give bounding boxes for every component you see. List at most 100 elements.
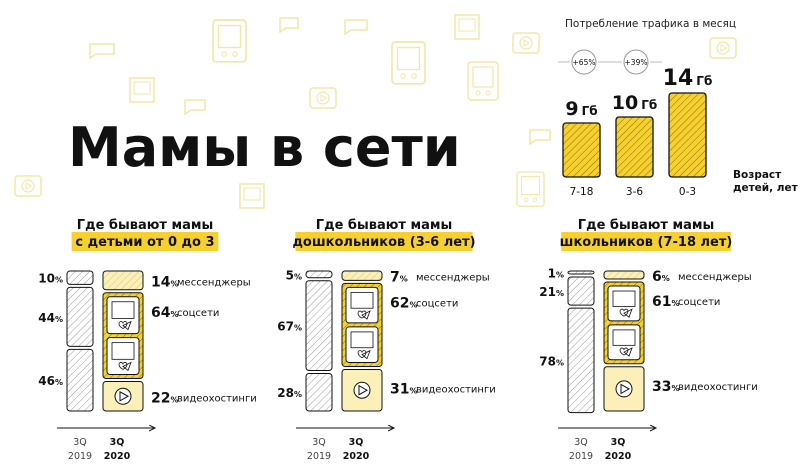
value-label-2019: 44%	[38, 311, 63, 325]
send-icon	[623, 308, 633, 318]
message-decoration-icon	[89, 43, 115, 60]
usage-panel: Где бывают мамы школьников (7-18 лет) 1% 21…	[539, 218, 757, 462]
photo-icon	[612, 290, 636, 307]
category-label: видеохостинги	[416, 384, 496, 395]
traffic-category-label: 3-6	[626, 186, 643, 198]
panel-title-line: дошкольников (3-6 лет)	[292, 235, 475, 250]
category-label: видеохостинги	[177, 393, 257, 404]
play-icon	[358, 384, 369, 396]
value-label-2020: 31%	[390, 381, 418, 397]
growth-badge	[571, 49, 597, 75]
phone-decoration-icon	[516, 171, 545, 207]
traffic-axis-label: Возраст детей, лет	[733, 169, 799, 194]
x-axis-label-2020: 2020	[343, 451, 370, 462]
category-label: мессенджеры	[678, 272, 752, 283]
play-icon	[119, 390, 130, 402]
x-axis-label-2019: 2019	[569, 451, 593, 462]
play-icon	[353, 381, 371, 399]
x-axis-label-2019: 2019	[307, 451, 331, 462]
panel-title-line: Где бывают мамы	[578, 218, 714, 233]
send-icon	[361, 310, 371, 320]
title-highlight	[295, 232, 473, 251]
value-label-2019: 10%	[38, 272, 63, 286]
value-label-2019: 46%	[38, 374, 63, 388]
value-label-2019: 21%	[539, 285, 564, 299]
traffic-category-label: 0-3	[679, 186, 696, 198]
bar-2020	[341, 270, 383, 281]
bar-2019	[66, 270, 94, 285]
traffic-chart: Потребление трафика в месяц 9 Гб 7-18 10 Гб 3…	[558, 18, 799, 198]
value-label-2019: 78%	[539, 354, 564, 368]
x-axis-label-2019: 3Q	[73, 437, 87, 448]
title-highlight	[71, 232, 219, 251]
bar-2019	[567, 307, 595, 414]
category-label: мессенджеры	[177, 277, 251, 288]
bar-2019	[305, 280, 333, 371]
x-axis-label-2020: 3Q	[110, 437, 125, 448]
traffic-bar	[562, 122, 601, 178]
panel-title-line: Где бывают мамы	[316, 218, 452, 233]
traffic-value-label: 9 Гб	[565, 98, 597, 120]
send-icon	[122, 361, 132, 372]
value-label-2020: 62%	[390, 295, 418, 311]
value-label-2019: 5%	[286, 268, 302, 282]
x-axis-label-2019: 2019	[68, 451, 92, 462]
value-label-2020: 22%	[151, 390, 179, 406]
message-decoration-icon	[279, 17, 299, 34]
bar-2019	[305, 270, 333, 279]
usage-panel: Где бывают мамы дошкольников (3-6 лет) 5% 6…	[277, 218, 495, 462]
tile-decoration-icon	[454, 14, 480, 40]
photo-icon	[111, 342, 135, 360]
category-label: соцсети	[416, 298, 458, 309]
play-decoration-icon	[309, 87, 337, 109]
usage-panel: Где бывают мамы с детьми от 0 до 3 10% 44% 4…	[38, 218, 256, 462]
message-decoration-icon	[184, 99, 206, 116]
value-label-2020: 64%	[151, 305, 179, 321]
value-label-2020: 33%	[652, 379, 680, 395]
value-label-2020: 61%	[652, 294, 680, 310]
x-axis-label-2020: 2020	[104, 451, 131, 462]
heart-icon	[118, 362, 128, 370]
heart-icon	[357, 350, 367, 359]
category-label: видеохостинги	[678, 382, 758, 393]
heart-icon	[619, 308, 629, 317]
heart-icon	[619, 347, 629, 356]
play-decoration-icon	[14, 175, 42, 197]
traffic-value-label: 14 Гб	[663, 66, 713, 91]
value-label-2020: 7%	[390, 270, 408, 286]
x-axis-label-2020: 2020	[605, 451, 632, 462]
value-label-2019: 67%	[277, 320, 302, 334]
x-axis-label-2019: 3Q	[574, 437, 588, 448]
photo-icon	[111, 301, 135, 319]
bar-2020	[603, 270, 645, 280]
photo-icon	[350, 331, 374, 349]
traffic-chart-title: Потребление трафика в месяц	[565, 18, 736, 30]
background-decoration	[14, 14, 737, 209]
bar-2019	[66, 348, 94, 412]
play-decoration-icon	[709, 37, 737, 59]
main-title: Мамы в сети	[68, 116, 461, 179]
value-label-2020: 14%	[151, 274, 179, 290]
phone-decoration-icon	[467, 61, 499, 101]
send-icon	[122, 320, 132, 331]
x-axis-label-2020: 3Q	[611, 437, 626, 448]
growth-badge-label: +65%	[573, 58, 596, 67]
panel-title-line: Где бывают мамы	[77, 218, 213, 233]
message-decoration-icon	[529, 129, 551, 146]
growth-badge	[623, 49, 649, 75]
panel-title-line: школьников (7-18 лет)	[560, 235, 733, 250]
heart-icon	[357, 310, 367, 319]
heart-icon	[118, 321, 128, 329]
send-icon	[623, 347, 633, 357]
tile-decoration-icon	[129, 77, 155, 103]
traffic-bar	[615, 116, 654, 178]
traffic-category-label: 7-18	[570, 186, 594, 198]
usage-panels: Где бывают мамы с детьми от 0 до 3 10% 44% 4…	[38, 218, 757, 462]
message-decoration-icon	[344, 19, 368, 36]
panel-title-line: с детьми от 0 до 3	[75, 235, 214, 250]
category-label: соцсети	[177, 308, 219, 319]
photo-icon	[612, 329, 636, 346]
phone-decoration-icon	[391, 41, 426, 85]
x-axis-label-2020: 3Q	[349, 437, 364, 448]
